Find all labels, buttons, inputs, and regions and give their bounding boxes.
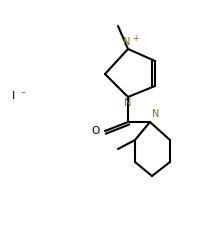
Text: +: + (132, 34, 138, 43)
Text: N: N (152, 109, 159, 119)
Text: N: N (123, 37, 131, 47)
Text: ⁻: ⁻ (20, 90, 25, 100)
Text: O: O (92, 126, 100, 136)
Text: I: I (12, 91, 15, 101)
Text: N: N (124, 98, 132, 108)
